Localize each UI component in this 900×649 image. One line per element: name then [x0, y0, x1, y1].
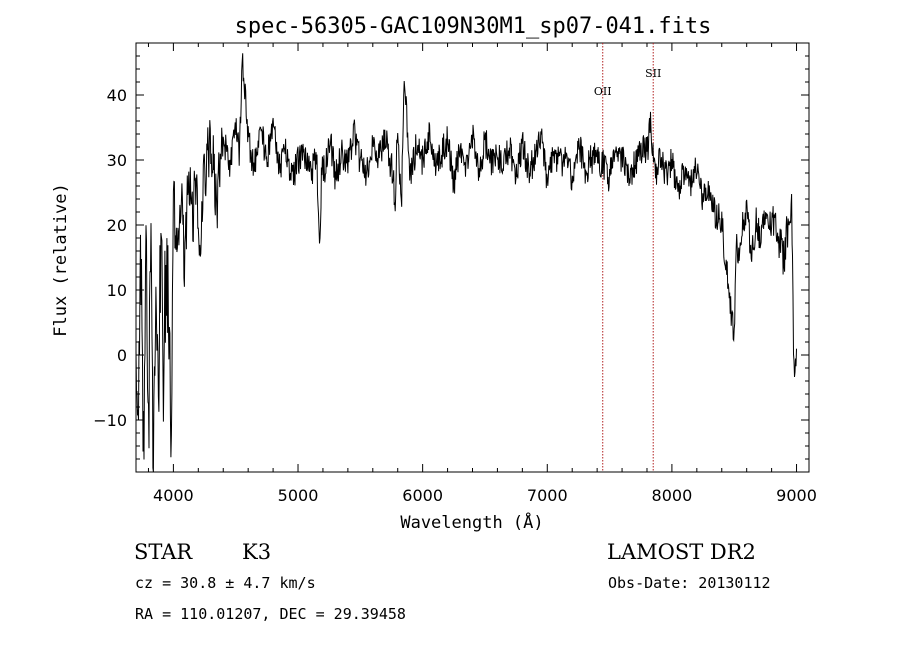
x-tick-label: 7000	[527, 486, 568, 505]
x-tick-label: 9000	[776, 486, 817, 505]
plot-frame	[135, 42, 810, 473]
spectral-line-label: OII	[594, 85, 612, 98]
y-tick-label: 20	[107, 216, 127, 235]
y-tick-label: 10	[107, 281, 127, 300]
obs-date-readout: Obs-Date: 20130112	[608, 574, 771, 592]
y-tick-label: 40	[107, 86, 127, 105]
y-tick-label: 30	[107, 151, 127, 170]
chart-title: spec-56305-GAC109N30M1_sp07-041.fits	[235, 14, 712, 39]
axis-ticks: 4000 5000 6000 7000 8000 9000 −10 0 10 20 30 40	[93, 43, 817, 505]
y-axis-label: Flux (relative)	[51, 183, 71, 337]
spectral-line-label: SII	[645, 67, 661, 80]
x-tick-label: 4000	[153, 486, 194, 505]
coordinates-readout: RA = 110.01207, DEC = 29.39458	[135, 605, 406, 623]
object-subclass: K3	[242, 540, 272, 564]
x-tick-label: 5000	[278, 486, 319, 505]
x-axis-label: Wavelength (Å)	[400, 511, 543, 533]
spectral-line-markers: OII SII	[594, 43, 661, 472]
flux-series-line	[135, 53, 797, 473]
object-class: STAR	[134, 540, 193, 564]
y-tick-label: 0	[117, 346, 127, 365]
x-tick-label: 8000	[652, 486, 693, 505]
redshift-readout: cz = 30.8 ± 4.7 km/s	[135, 574, 316, 592]
x-tick-label: 6000	[402, 486, 443, 505]
y-tick-label: −10	[93, 411, 127, 430]
survey-label: LAMOST DR2	[607, 540, 756, 564]
